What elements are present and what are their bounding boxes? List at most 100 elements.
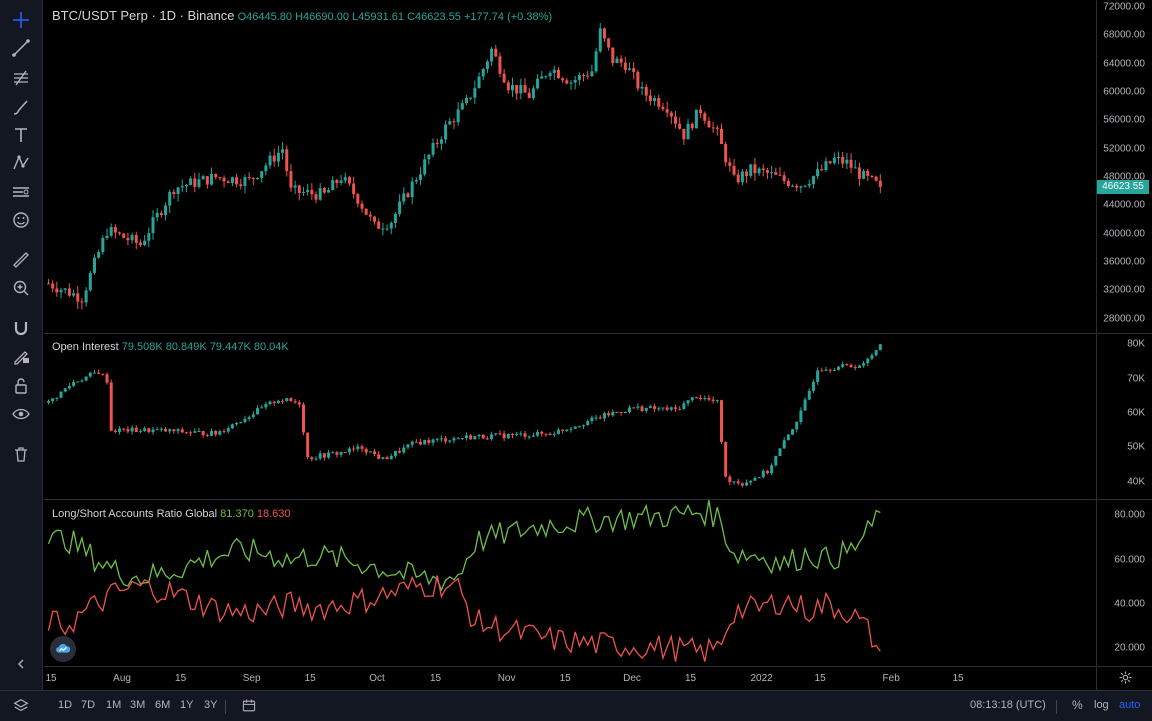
fib-icon[interactable] xyxy=(9,66,33,90)
date-range-icon[interactable] xyxy=(241,698,257,717)
candle xyxy=(669,406,673,412)
tradingview-logo[interactable] xyxy=(50,636,76,662)
candle xyxy=(423,439,427,445)
candle xyxy=(243,174,247,194)
candle xyxy=(105,372,109,385)
time-tick-label: 15 xyxy=(684,673,697,684)
candle xyxy=(460,437,464,441)
bottom-bar: 1D 7D 1M 3M 6M 1Y 3Y 08:13:18 (UTC) % lo… xyxy=(0,690,1152,721)
crosshair-icon[interactable] xyxy=(9,8,33,32)
chart-area[interactable] xyxy=(44,0,1096,666)
candle xyxy=(360,200,364,213)
range-7d[interactable]: 7D xyxy=(81,699,96,711)
candle xyxy=(88,371,92,378)
range-6m[interactable]: 6M xyxy=(155,699,171,711)
trend-line-icon[interactable] xyxy=(9,36,33,60)
candle xyxy=(414,438,418,443)
brush-icon[interactable] xyxy=(9,95,33,119)
divider xyxy=(225,700,226,714)
range-3m[interactable]: 3M xyxy=(130,699,146,711)
layers-icon[interactable] xyxy=(12,697,30,718)
candle xyxy=(84,287,88,307)
candle xyxy=(694,396,698,399)
candle xyxy=(690,397,694,403)
candle xyxy=(47,279,50,285)
candle xyxy=(699,105,703,118)
candle xyxy=(293,398,297,404)
log-toggle[interactable]: log xyxy=(1094,699,1109,711)
candle xyxy=(632,407,636,409)
range-1m[interactable]: 1M xyxy=(106,699,122,711)
candle xyxy=(502,430,506,442)
candle xyxy=(235,173,239,188)
candle xyxy=(786,178,790,188)
ls-short-value: 18.630 xyxy=(256,508,291,520)
trash-icon[interactable] xyxy=(9,442,33,466)
price-axis[interactable]: 72000.00 68000.00 64000.00 60000.00 56000.00… xyxy=(1096,0,1152,666)
candle xyxy=(556,427,560,435)
candle xyxy=(586,70,590,80)
candle xyxy=(193,173,197,193)
eye-icon[interactable] xyxy=(9,402,33,426)
pane-separator[interactable] xyxy=(44,499,1152,500)
zoom-in-icon[interactable] xyxy=(9,276,33,300)
candle xyxy=(339,174,343,186)
oi-value: 79.508K xyxy=(121,341,163,353)
clock[interactable]: 08:13:18 (UTC) xyxy=(970,699,1046,711)
symbol-title[interactable]: BTC/USDT Perp · 1D · Binance xyxy=(52,8,235,23)
candle xyxy=(247,415,251,422)
candle xyxy=(364,447,368,456)
axis-tick-label: 64000.00 xyxy=(1103,58,1145,70)
candle xyxy=(703,111,707,125)
candle xyxy=(640,404,644,413)
candle xyxy=(477,72,481,89)
candle xyxy=(837,365,841,371)
chart-settings[interactable] xyxy=(1096,666,1152,691)
candle xyxy=(243,415,247,424)
candle xyxy=(565,429,569,432)
prediction-icon[interactable] xyxy=(9,180,33,204)
axis-tick-label: 40K xyxy=(1127,476,1145,488)
candle xyxy=(306,432,310,460)
price-pane xyxy=(47,23,882,310)
emoji-icon[interactable] xyxy=(9,208,33,232)
candle xyxy=(76,286,80,309)
candle xyxy=(59,391,63,399)
range-1y[interactable]: 1Y xyxy=(180,699,194,711)
magnet-icon[interactable] xyxy=(9,316,33,340)
ruler-icon[interactable] xyxy=(9,248,33,272)
candle xyxy=(807,179,811,189)
collapse-arrow-icon[interactable] xyxy=(9,652,33,676)
time-axis[interactable]: 15 Aug 15 Sep 15 Oct 15 Nov 15 Dec 15 2022 15 Feb 15 xyxy=(44,666,1096,691)
candle xyxy=(147,427,151,434)
candle xyxy=(544,75,548,79)
candle xyxy=(845,152,849,170)
candle xyxy=(427,153,431,165)
candle xyxy=(134,425,138,433)
candle xyxy=(389,453,393,460)
candle xyxy=(47,399,50,405)
lock-drawing-icon[interactable] xyxy=(9,344,33,368)
candle xyxy=(151,210,155,240)
range-1d[interactable]: 1D xyxy=(58,699,73,711)
candle xyxy=(352,176,356,199)
pattern-icon[interactable] xyxy=(9,151,33,175)
candle xyxy=(661,102,665,111)
pane-separator[interactable] xyxy=(44,333,1152,334)
gear-icon[interactable] xyxy=(1118,670,1133,688)
percent-toggle[interactable]: % xyxy=(1072,698,1083,712)
ls-title[interactable]: Long/Short Accounts Ratio Global xyxy=(52,508,218,520)
candle xyxy=(113,224,117,239)
oi-title[interactable]: Open Interest xyxy=(52,341,119,353)
auto-toggle[interactable]: auto xyxy=(1119,699,1141,711)
candle xyxy=(222,428,226,434)
candle xyxy=(55,281,59,297)
unlock-icon[interactable] xyxy=(9,374,33,398)
candle xyxy=(719,399,723,445)
candle xyxy=(419,167,423,185)
candle xyxy=(640,81,644,96)
candle xyxy=(694,109,698,129)
candle xyxy=(577,425,581,428)
text-icon[interactable] xyxy=(9,123,33,147)
range-3y[interactable]: 3Y xyxy=(204,699,218,711)
